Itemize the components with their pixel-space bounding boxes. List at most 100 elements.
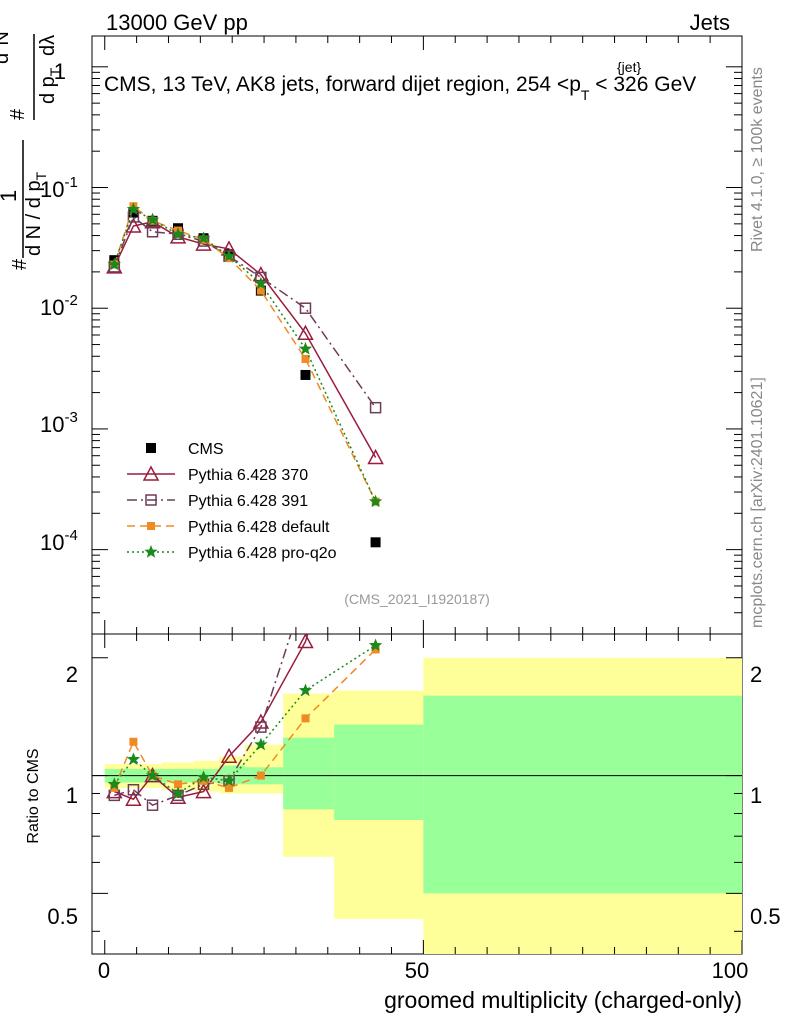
data-point [171, 227, 185, 240]
data-point [299, 302, 312, 314]
legend-label: Pythia 6.428 370 [188, 467, 308, 484]
data-point [146, 226, 159, 238]
plot-title-sup: {jet} [617, 59, 641, 75]
legend-item: Pythia 6.428 pro-q2o [127, 545, 337, 562]
ratio-point [199, 776, 208, 785]
legend-marker [147, 522, 155, 530]
ratio-point [145, 768, 160, 782]
ytick-ratio-1-right: 1 [750, 783, 762, 808]
ratio-line [114, 634, 292, 807]
ratio-point [220, 747, 238, 764]
data-point [196, 231, 211, 244]
rivet-label: Rivet 4.1.0, ≥ 100k events [749, 67, 766, 252]
ytick-top-1: 1 [54, 59, 66, 84]
ratio-band-green [423, 695, 742, 894]
series-line [113, 221, 377, 458]
ratio-point [171, 786, 185, 800]
ratio-line [114, 634, 309, 801]
series-pythia-6-428-370 [106, 213, 384, 465]
data-point [145, 212, 160, 226]
ratio-band-green [334, 724, 424, 820]
ytick-top-1e-4: 10-4 [40, 527, 78, 555]
series-pythia-6-428-default [110, 202, 380, 506]
legend: CMS Pythia 6.428 370 Pythia 6.428 391 Pythi… [127, 441, 337, 562]
ratio-point [297, 634, 314, 649]
plot-title: CMS, 13 TeV, AK8 jets, forward dijet reg… [104, 59, 696, 103]
ratio-uncertainty-bands [104, 657, 742, 954]
mcplots-label: mcplots.cern.ch [arXiv:2401.10621] [749, 377, 766, 628]
ytick-top-1e-3: 10-3 [40, 409, 78, 437]
data-point [126, 202, 141, 215]
plot-title-main: CMS, 13 TeV, AK8 jets, forward dijet reg… [104, 73, 581, 96]
ylabel-dlambda: dλ [37, 35, 59, 56]
legend-item: Pythia 6.428 370 [127, 465, 308, 484]
ytick-ratio-05-left: 0.5 [47, 904, 78, 929]
energy-label: 13000 GeV pp [106, 10, 248, 35]
legend-marker [144, 545, 158, 558]
ratio-point [301, 714, 310, 723]
legend-marker [145, 494, 157, 506]
ratio-point [222, 773, 236, 787]
ratio-band-green [283, 737, 335, 810]
plot-title-end: < 326 GeV [595, 73, 696, 96]
ratio-point [256, 771, 265, 780]
ylabel-hash-2: # [7, 108, 29, 120]
x-axis-label: groomed multiplicity (charged-only) [384, 987, 742, 1013]
legend-label: Pythia 6.428 391 [188, 493, 308, 510]
top-y-tick-labels: 1 10-1 10-2 10-3 10-4 [40, 59, 78, 555]
legend-label: Pythia 6.428 pro-q2o [188, 545, 337, 562]
xtick-50: 50 [405, 958, 429, 983]
ratio-series-pythia-6-428-370 [106, 634, 314, 806]
ratio-line [113, 648, 377, 789]
data-point [370, 537, 381, 548]
ratio-point [368, 638, 383, 652]
legend-marker [142, 465, 160, 481]
ratio-series-pythia-6-428-pro-q2o [107, 638, 383, 800]
ytick-ratio-2-right: 2 [750, 662, 762, 687]
data-point [300, 369, 311, 380]
ylabel-dpt: d pT [37, 67, 63, 104]
top-y-label: # 1 d N / d pT # d pT d2N dλ [0, 31, 63, 270]
legend-marker [146, 443, 156, 453]
ratio-y-label: Ratio to CMS [25, 748, 42, 843]
ratio-point [107, 777, 121, 790]
ylabel-denominator: d N / d pT [23, 171, 49, 256]
legend-label: Pythia 6.428 default [188, 519, 330, 536]
data-point [222, 249, 236, 262]
axes [92, 36, 743, 954]
data-point [298, 341, 313, 355]
ratio-point [126, 752, 141, 765]
ylabel-d2n: d2N [0, 31, 13, 64]
ytick-ratio-1-left: 1 [66, 783, 78, 808]
data-point [367, 448, 384, 465]
series-pythia-6-428-391 [108, 211, 382, 414]
ratio-y-tick-labels: 2 1 0.5 2 1 0.5 [47, 662, 780, 929]
plot-title-sub: T [581, 87, 590, 103]
ratio-point [371, 645, 380, 654]
ratio-point [127, 783, 140, 796]
top-panel-series [106, 202, 384, 548]
data-point [369, 401, 382, 414]
ytick-ratio-2-left: 2 [66, 662, 78, 687]
x-tick-labels: 0 50 100 [98, 958, 748, 983]
svg-text:CMS, 13 TeV, AK8 jets, forward: CMS, 13 TeV, AK8 jets, forward dijet reg… [104, 73, 696, 103]
data-point [256, 286, 265, 295]
ytick-top-0: 10-1 [40, 174, 78, 202]
ylabel-one: 1 [0, 190, 21, 202]
data-point [107, 257, 121, 271]
ratio-point [196, 770, 211, 783]
ratio-point [195, 783, 212, 799]
legend-item: Pythia 6.428 391 [127, 493, 308, 510]
ytick-top-1e-2: 10-2 [40, 292, 78, 320]
ratio-point [225, 783, 234, 792]
series-line [113, 204, 377, 502]
data-point [169, 228, 187, 244]
data-point [368, 494, 383, 508]
xtick-0: 0 [98, 958, 110, 983]
series-pythia-6-428-pro-q2o [107, 202, 383, 508]
ratio-point [298, 683, 313, 697]
category-label: Jets [690, 10, 730, 35]
ratio-point [129, 737, 138, 746]
ratio-point [174, 780, 183, 789]
